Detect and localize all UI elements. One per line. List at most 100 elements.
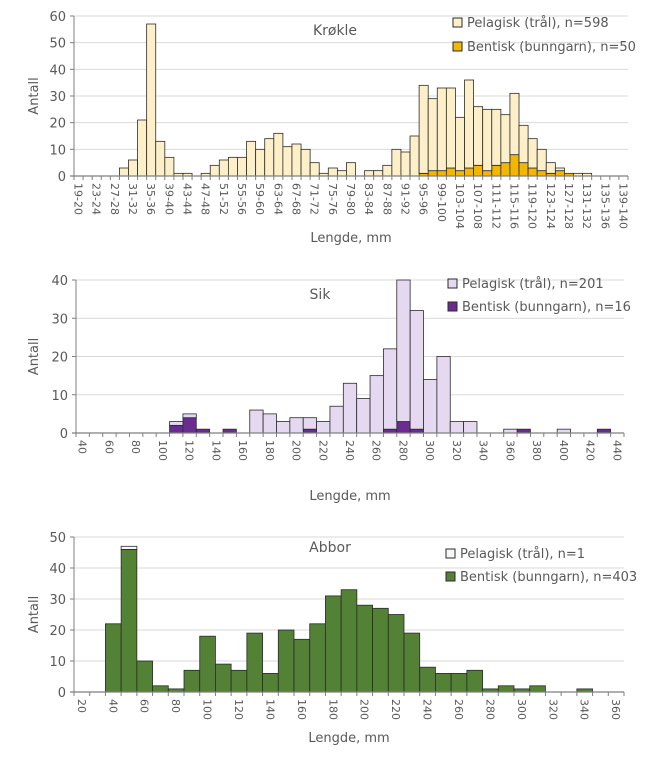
x-tick-label: 260 — [452, 699, 465, 720]
legend-swatch — [445, 548, 456, 559]
x-tick-label: 63-64 — [271, 183, 284, 215]
bar-series2 — [309, 162, 320, 177]
bar-series1 — [427, 170, 438, 177]
x-tick-label: 220 — [316, 440, 329, 461]
bar-series2 — [391, 148, 402, 177]
x-tick-label: 67-68 — [290, 183, 303, 215]
bar-series2 — [327, 167, 338, 177]
bar-series2 — [369, 375, 384, 434]
x-tick-label: 107-108 — [471, 183, 484, 229]
x-tick-label: 123-124 — [544, 183, 557, 229]
krokle-chart: 0 10 20 30 40 50 60 19-20 23-24 27-28 31-32 35-36 39… — [27, 10, 636, 246]
y-axis-title: Antall — [27, 596, 42, 633]
x-tick-label: 180 — [326, 699, 339, 720]
bar-series2 — [445, 87, 456, 169]
bar-series2 — [464, 79, 475, 169]
bar-series2 — [491, 108, 502, 166]
x-tick-label: 340 — [477, 440, 490, 461]
bar-series1 — [120, 549, 138, 693]
x-tick-label: 320 — [546, 699, 559, 720]
bar-series2 — [342, 382, 358, 434]
x-tick-label: 360 — [609, 699, 622, 720]
bar-series1 — [536, 170, 547, 177]
legend-swatch — [452, 17, 463, 28]
bar-series2 — [509, 92, 520, 156]
y-tick-label: 60 — [49, 10, 66, 25]
bar-series1 — [403, 632, 421, 693]
x-tick-label: 360 — [503, 440, 516, 461]
x-tick-label: 300 — [423, 440, 436, 461]
bar-series1 — [455, 170, 465, 177]
bar-series1 — [262, 672, 279, 693]
x-tick-label: 160 — [295, 699, 308, 720]
x-tick-label: 240 — [343, 440, 356, 461]
bar-series2 — [364, 170, 375, 177]
bar-series2 — [291, 143, 302, 177]
bar-series2 — [527, 138, 538, 169]
legend-swatch — [447, 301, 458, 312]
bar-series2 — [356, 398, 371, 434]
x-tick-label: 83-84 — [362, 183, 375, 215]
x-tick-label: 280 — [396, 440, 409, 461]
x-tick-label: 200 — [290, 440, 303, 461]
x-tick-label: 120 — [183, 440, 196, 461]
bar-series2 — [289, 417, 304, 434]
bar-series2 — [346, 162, 356, 177]
bar-series2 — [227, 156, 238, 177]
bar-series1 — [277, 629, 295, 693]
y-tick-label: 10 — [51, 389, 68, 404]
legend-label: Pelagisk (trål), n=201 — [462, 277, 604, 292]
bar-series2 — [209, 164, 220, 177]
x-tick-label: 420 — [584, 440, 597, 461]
x-tick-label: 100 — [156, 440, 169, 461]
bar-series1 — [340, 589, 358, 693]
y-tick-label: 40 — [49, 63, 66, 78]
bar-series1 — [152, 685, 169, 693]
bar-series1 — [199, 635, 216, 693]
x-tick-label: 47-48 — [199, 183, 212, 215]
bar-series1 — [356, 604, 373, 693]
x-tick-label: 91-92 — [398, 183, 411, 215]
x-tick-label: 31-32 — [126, 183, 139, 215]
bar-series2 — [500, 114, 511, 164]
x-tick-label: 95-96 — [417, 183, 430, 215]
legend-label: Bentisk (bunngarn), n=50 — [467, 40, 636, 55]
x-axis-title: Lengde, mm — [308, 731, 389, 746]
bar-series2 — [182, 413, 197, 419]
x-tick-label: 380 — [530, 440, 543, 461]
y-tick-label: 40 — [51, 274, 68, 289]
bar-series2 — [518, 124, 529, 164]
x-tick-label: 260 — [370, 440, 383, 461]
abbor-chart: 0 10 20 30 40 50 20 40 60 80 100 120 140 160 180 200 220… — [27, 531, 637, 746]
x-tick-label: 40 — [106, 699, 119, 713]
bar-series2 — [463, 421, 478, 434]
y-tick-label: 20 — [49, 624, 66, 639]
bar-series1 — [482, 170, 493, 177]
bar-series1 — [396, 421, 411, 434]
x-tick-label: 135-136 — [598, 183, 611, 229]
y-tick-label: 0 — [58, 170, 66, 185]
x-tick-label: 140 — [209, 440, 222, 461]
legend-label: Pelagisk (trål), n=598 — [467, 16, 609, 31]
y-tick-label: 30 — [51, 312, 68, 327]
bar-series2 — [545, 162, 556, 174]
legend-label: Bentisk (bunngarn), n=16 — [462, 300, 631, 315]
y-axis-title: Antall — [27, 338, 42, 375]
x-tick-label: 400 — [557, 440, 570, 461]
x-tick-label: 220 — [389, 699, 402, 720]
bar-series2 — [536, 148, 547, 172]
x-tick-label: 27-28 — [108, 183, 121, 215]
bar-series2 — [169, 421, 184, 426]
x-tick-label: 300 — [515, 699, 528, 720]
x-tick-label: 87-88 — [380, 183, 393, 215]
x-tick-label: 80 — [129, 440, 142, 454]
x-tick-label: 240 — [421, 699, 434, 720]
bar-series2 — [246, 140, 257, 177]
bar-series2 — [409, 135, 420, 177]
x-tick-label: 71-72 — [308, 183, 321, 215]
bar-series1 — [387, 614, 405, 693]
bar-series1 — [527, 167, 538, 177]
x-tick-label: 99-100 — [435, 183, 448, 222]
bar-series1 — [518, 162, 529, 177]
bar-series1 — [183, 669, 201, 693]
